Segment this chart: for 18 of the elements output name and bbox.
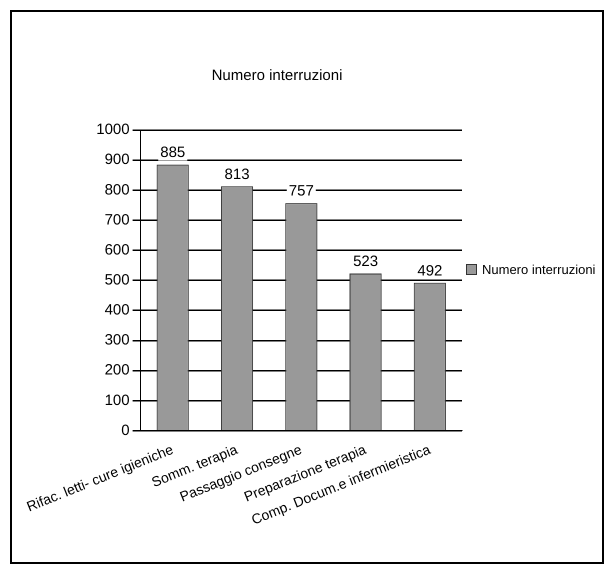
data-label: 492 xyxy=(417,262,442,280)
data-label: 757 xyxy=(288,182,314,200)
y-tick-label: 500 xyxy=(104,272,130,289)
y-tick-label: 400 xyxy=(104,302,130,319)
y-tick-label: 100 xyxy=(104,392,130,409)
y-tick-label: 600 xyxy=(104,241,130,258)
data-label: 523 xyxy=(353,253,378,270)
y-tick-label: 700 xyxy=(104,211,130,228)
y-tick-label: 900 xyxy=(104,151,130,168)
y-tick-label: 800 xyxy=(104,181,130,198)
legend-label: Numero interruzioni xyxy=(482,262,596,277)
chart-title: Numero interruzioni xyxy=(212,67,342,84)
y-tick-label: 0 xyxy=(121,422,130,439)
y-tick-label: 200 xyxy=(104,362,130,379)
data-label: 885 xyxy=(160,144,186,162)
y-tick-label: 1000 xyxy=(96,121,130,138)
y-tick-label: 300 xyxy=(104,332,130,349)
data-label: 813 xyxy=(224,166,250,183)
